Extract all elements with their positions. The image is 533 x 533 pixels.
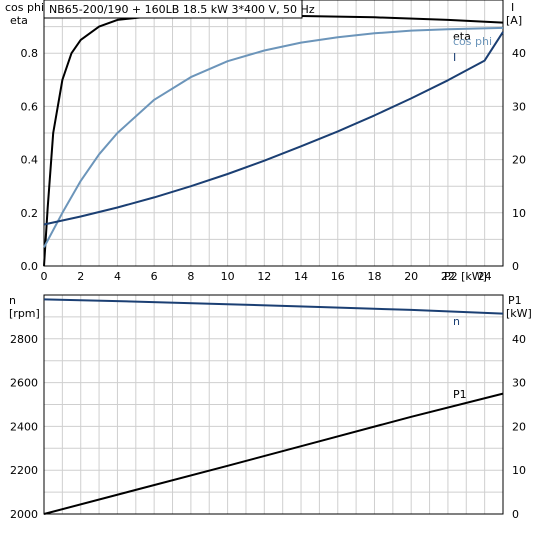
top-left-tick: 0.8 xyxy=(21,47,39,60)
series-label-cos-phi: cos phi xyxy=(453,35,492,48)
x-axis-label: P2 [kW] xyxy=(444,270,487,283)
top-x-tick: 0 xyxy=(41,270,48,283)
bottom-series-n xyxy=(43,298,504,315)
series-label-speed: n xyxy=(453,315,460,328)
top-left-tick: 0.6 xyxy=(21,100,39,113)
bottom-left-tick: 2200 xyxy=(10,464,38,477)
bottom-right-tick: 40 xyxy=(512,333,526,346)
top-left-tick: 0.4 xyxy=(21,154,39,167)
bottom-series-p1 xyxy=(43,392,504,515)
top-right-tick: 10 xyxy=(512,207,526,220)
bottom-tick-labels: 2000 2200 2400 2600 2800 0 10 20 30 40 xyxy=(10,333,526,521)
bottom-right-tick: 10 xyxy=(512,464,526,477)
bottom-grid xyxy=(44,295,503,514)
top-x-tick: 8 xyxy=(187,270,194,283)
top-x-tick: 16 xyxy=(331,270,345,283)
top-x-tick: 20 xyxy=(404,270,418,283)
bottom-left-axis-label-2: [rpm] xyxy=(9,307,40,320)
top-grid xyxy=(44,0,503,266)
bottom-plot-frame xyxy=(43,294,504,515)
bottom-left-tick: 2000 xyxy=(10,508,38,521)
top-right-axis-label-2: [A] xyxy=(506,14,522,27)
top-left-tick: 0.2 xyxy=(21,207,39,220)
top-left-axis-label-1: cos phi xyxy=(5,1,44,14)
top-x-tick: 2 xyxy=(77,270,84,283)
bottom-right-tick: 0 xyxy=(512,508,519,521)
top-x-tick: 10 xyxy=(221,270,235,283)
top-right-tick: 30 xyxy=(512,100,526,113)
bottom-right-axis-label-1: P1 xyxy=(508,294,522,307)
top-x-tick: 6 xyxy=(151,270,158,283)
bottom-right-axis-label-2: [kW] xyxy=(506,307,532,320)
top-x-tick: 14 xyxy=(294,270,308,283)
bottom-panel: 2000 2200 2400 2600 2800 0 10 20 30 40 n [rpm] P1… xyxy=(9,294,532,521)
bottom-left-tick: 2400 xyxy=(10,420,38,433)
top-right-tick: 20 xyxy=(512,154,526,167)
top-plot-frame xyxy=(43,0,504,267)
bottom-left-axis-label-1: n xyxy=(9,294,16,307)
top-x-tick: 4 xyxy=(114,270,121,283)
top-right-tick: 0 xyxy=(512,260,519,273)
series-label-eta: eta xyxy=(453,30,471,43)
top-series-lines xyxy=(43,13,504,267)
title-box xyxy=(43,0,303,19)
bottom-series-lines xyxy=(43,298,504,515)
series-label-current: I xyxy=(453,51,456,64)
top-x-tick: 18 xyxy=(367,270,381,283)
top-series-i xyxy=(43,31,504,226)
top-series-cos-phi xyxy=(43,26,504,248)
top-right-axis-label-1: I xyxy=(511,1,514,14)
top-left-axis-label-2: eta xyxy=(10,14,28,27)
bottom-left-tick: 2800 xyxy=(10,333,38,346)
chart-title: NB65-200/190 + 160LB 18.5 kW 3*400 V, 50… xyxy=(49,3,315,16)
series-label-p1: P1 xyxy=(453,388,467,401)
bottom-right-tick: 20 xyxy=(512,420,526,433)
top-x-tick: 12 xyxy=(257,270,271,283)
top-right-tick: 40 xyxy=(512,47,526,60)
top-left-tick: 0.0 xyxy=(21,260,39,273)
bottom-left-tick: 2600 xyxy=(10,377,38,390)
top-x-tick: 22 xyxy=(441,270,455,283)
bottom-right-tick: 30 xyxy=(512,377,526,390)
top-x-tick: 24 xyxy=(478,270,492,283)
top-series-eta xyxy=(43,13,504,267)
